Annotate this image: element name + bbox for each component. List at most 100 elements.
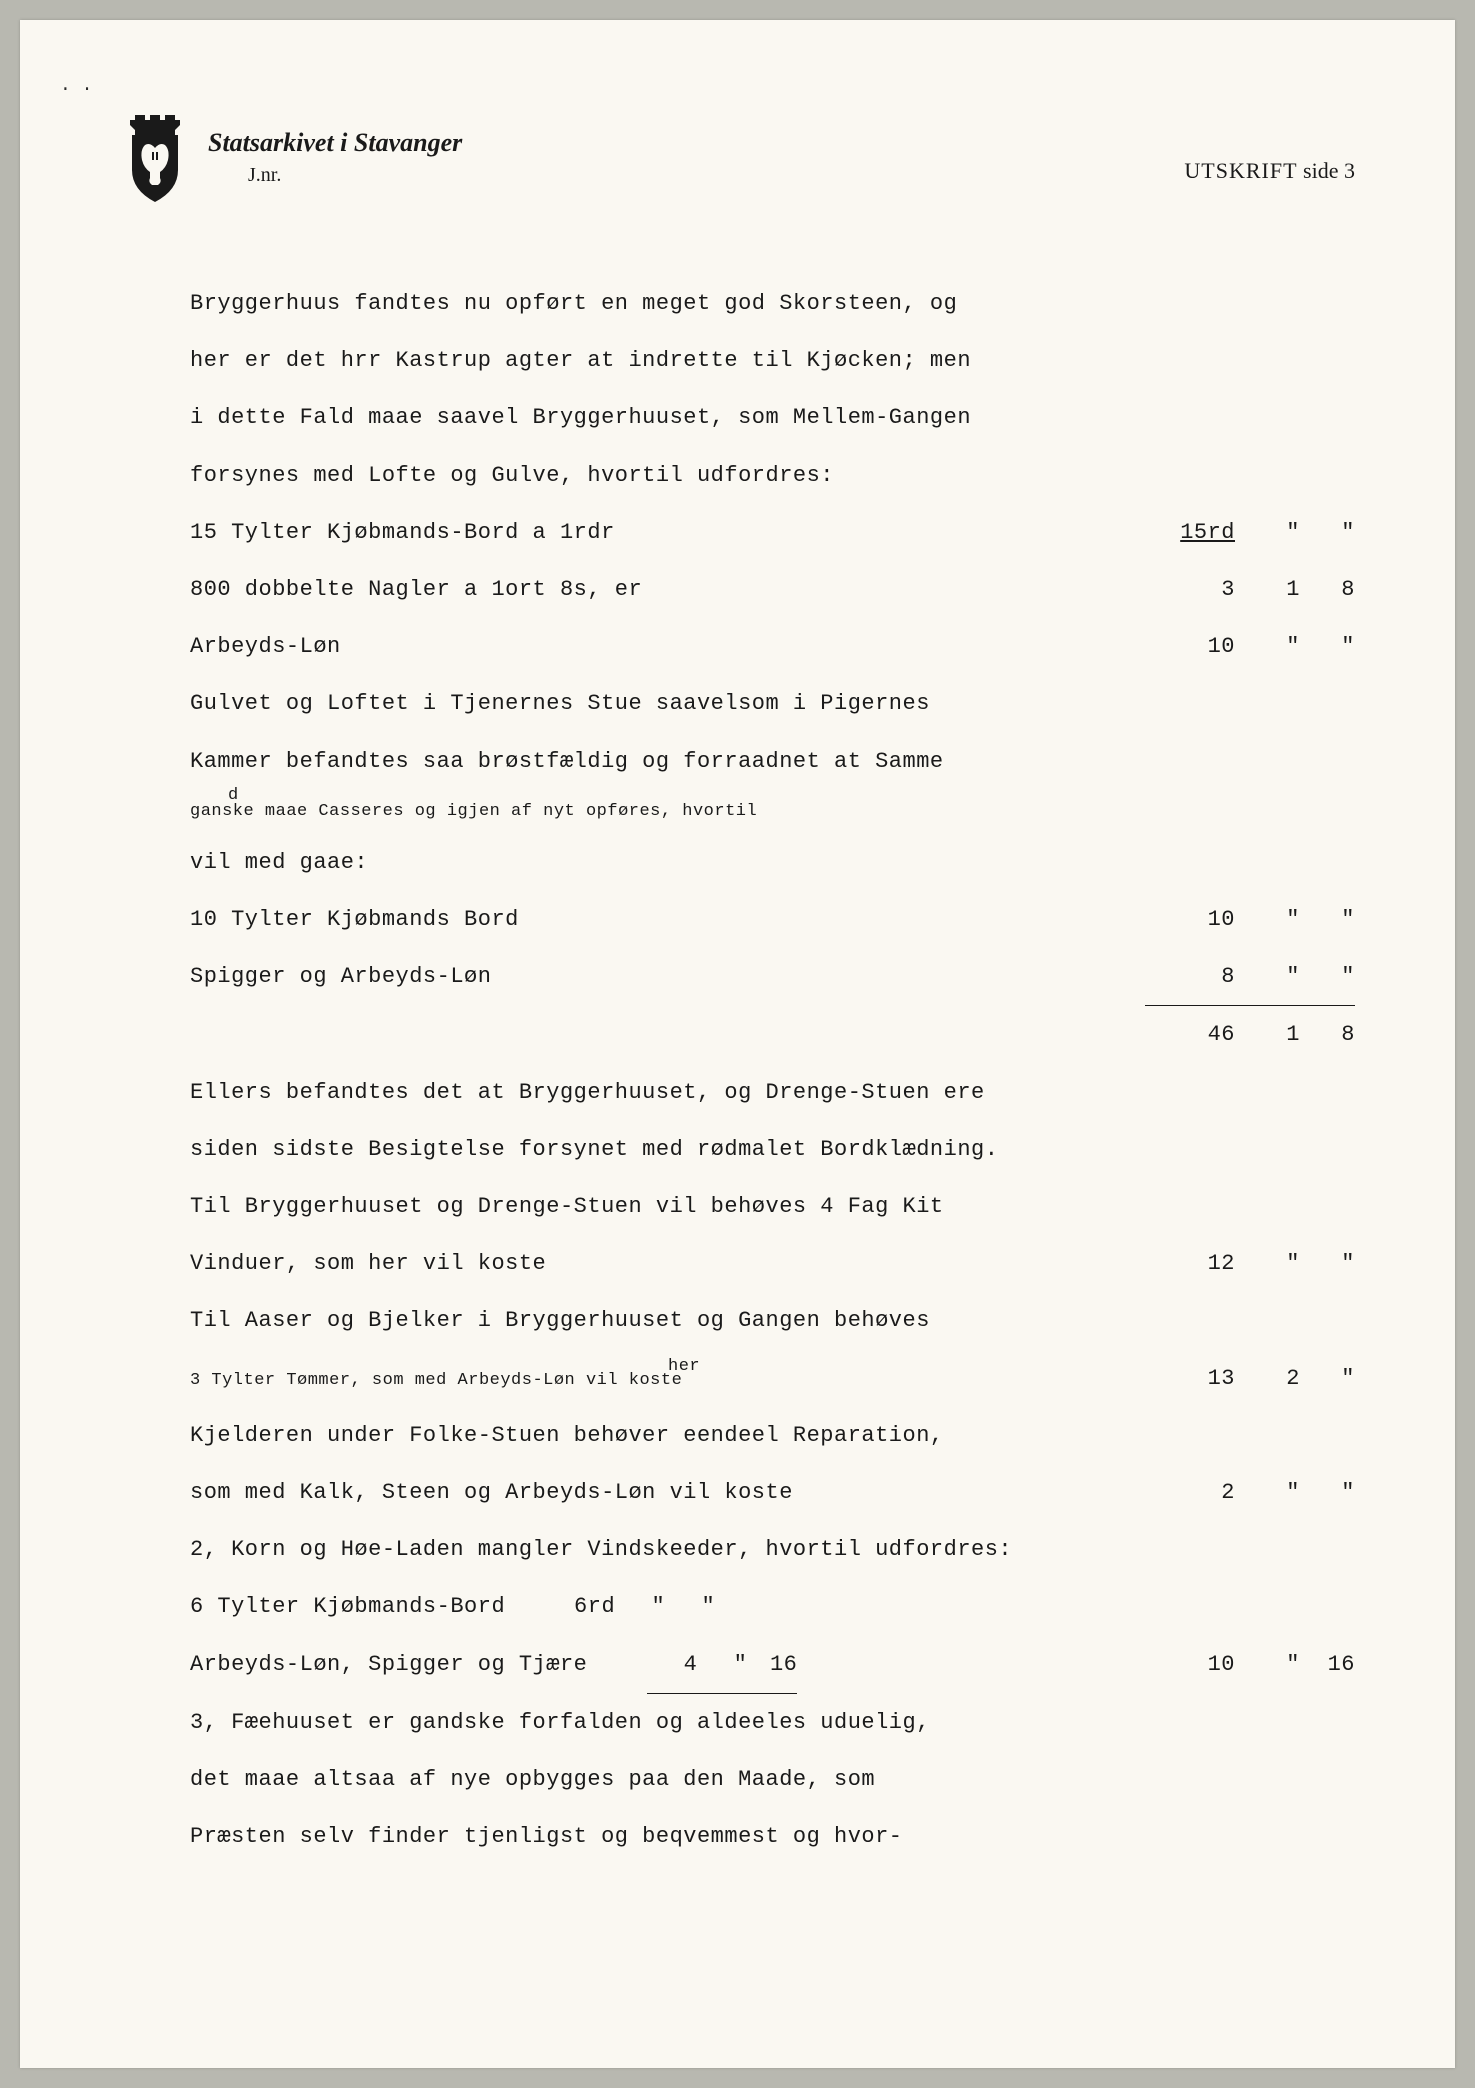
amount-col-1: 13 <box>1145 1350 1235 1407</box>
line-text: det maae altsaa af nye opbygges paa den … <box>190 1751 1355 1808</box>
line-text: Kjelderen under Folke-Stuen behøver eend… <box>190 1407 1355 1464</box>
journal-number-label: J.nr. <box>248 164 462 187</box>
sum-col-2: 1 <box>1235 1006 1300 1063</box>
line-text: her er det hrr Kastrup agter at indrette… <box>190 332 1355 389</box>
line-text: Til Bryggerhuuset og Drenge-Stuen vil be… <box>190 1178 1355 1235</box>
amount-col-1: 8 <box>1145 948 1235 1006</box>
content-line: Præsten selv finder tjenligst og beqvemm… <box>190 1808 1355 1865</box>
line-text: ganske maae Casseres og igjen af nyt opf… <box>190 790 1355 834</box>
line-text: 3 Tylter Tømmer, som med Arbeyds-Løn vil… <box>190 1359 1145 1403</box>
corner-mark: · · <box>60 80 92 100</box>
amount-col-2: " <box>1235 504 1300 561</box>
content-line: 800 dobbelte Nagler a 1ort 8s, er318 <box>190 561 1355 618</box>
line-text: vil med gaae: <box>190 834 1355 891</box>
line-text: forsynes med Lofte og Gulve, hvortil udf… <box>190 447 1355 504</box>
line-text: siden sidste Besigtelse forsynet med rød… <box>190 1121 1355 1178</box>
content-line: Vinduer, som her vil koste12"" <box>190 1235 1355 1292</box>
page-header: Statsarkivet i Stavanger J.nr. UTSKRIFT … <box>120 110 1355 205</box>
page-number: 3 <box>1344 158 1355 183</box>
amount-col-3: 8 <box>1300 561 1355 618</box>
content-line: Ellers befandtes det at Bryggerhuuset, o… <box>190 1064 1355 1121</box>
content-line: 4618 <box>190 1006 1355 1063</box>
content-line: 3 Tylter Tømmer, som med Arbeyds-Løn vil… <box>190 1350 1355 1407</box>
amount-col-3: 16 <box>1300 1636 1355 1693</box>
sum-col-1: 46 <box>1145 1006 1235 1063</box>
line-text: 15 Tylter Kjøbmands-Bord a 1rdr <box>190 504 1145 561</box>
content-line: siden sidste Besigtelse forsynet med rød… <box>190 1121 1355 1178</box>
amount-col-2: " <box>1235 1636 1300 1693</box>
handwritten-annotation: d <box>228 774 239 818</box>
sum-col-3: 8 <box>1300 1006 1355 1063</box>
amount-col-1: 2 <box>1145 1464 1235 1521</box>
amount-col-2: " <box>1235 618 1300 675</box>
content-line: det maae altsaa af nye opbygges paa den … <box>190 1751 1355 1808</box>
content-line: 2, Korn og Høe-Laden mangler Vindskeeder… <box>190 1521 1355 1578</box>
amount-col-3: " <box>1300 618 1355 675</box>
content-line: her er det hrr Kastrup agter at indrette… <box>190 332 1355 389</box>
amount-col-1: 10 <box>1145 891 1235 948</box>
document-content: Bryggerhuus fandtes nu opført en meget g… <box>190 275 1355 1865</box>
amount-col-3: " <box>1300 1350 1355 1407</box>
header-left: Statsarkivet i Stavanger J.nr. <box>120 110 462 205</box>
line-text: i dette Fald maae saavel Bryggerhuuset, … <box>190 389 1355 446</box>
content-line: 6 Tylter Kjøbmands-Bord6rd"" <box>190 1578 1355 1635</box>
amount-col-3: " <box>1300 1464 1355 1521</box>
amount-col-3: " <box>1300 891 1355 948</box>
content-line: 15 Tylter Kjøbmands-Bord a 1rdr15rd"" <box>190 504 1355 561</box>
amount-col-1: 10 <box>1145 1636 1235 1693</box>
content-line: Spigger og Arbeyds-Løn8"" <box>190 948 1355 1006</box>
content-line: Bryggerhuus fandtes nu opført en meget g… <box>190 275 1355 332</box>
content-line: Arbeyds-Løn10"" <box>190 618 1355 675</box>
content-line: 3, Fæehuuset er gandske forfalden og ald… <box>190 1694 1355 1751</box>
line-text: Arbeyds-Løn <box>190 618 1145 675</box>
document-page: · · Statsarkivet i Stavanger J.nr. UTSKR… <box>20 20 1455 2068</box>
side-label: side <box>1303 158 1338 183</box>
handwritten-annotation: her <box>668 1345 700 1389</box>
line-text: Gulvet og Loftet i Tjenernes Stue saavel… <box>190 675 1355 732</box>
line-text: Kammer befandtes saa brøstfældig og forr… <box>190 733 1355 790</box>
content-line: i dette Fald maae saavel Bryggerhuuset, … <box>190 389 1355 446</box>
line-text: 800 dobbelte Nagler a 1ort 8s, er <box>190 561 1145 618</box>
content-line: Kammer befandtes saa brøstfældig og forr… <box>190 733 1355 790</box>
amount-col-2: " <box>1235 891 1300 948</box>
content-line: forsynes med Lofte og Gulve, hvortil udf… <box>190 447 1355 504</box>
line-text: som med Kalk, Steen og Arbeyds-Løn vil k… <box>190 1464 1145 1521</box>
amount-col-3: " <box>1300 948 1355 1006</box>
amount-col-2: " <box>1235 1235 1300 1292</box>
header-right: UTSKRIFT side 3 <box>1184 110 1355 184</box>
line-text: 10 Tylter Kjøbmands Bord <box>190 891 1145 948</box>
utskrift-label: UTSKRIFT <box>1184 158 1297 183</box>
content-line: vil med gaae: <box>190 834 1355 891</box>
amount-col-1: 10 <box>1145 618 1235 675</box>
archive-title: Statsarkivet i Stavanger <box>208 128 462 158</box>
line-text: 6 Tylter Kjøbmands-Bord6rd"" <box>190 1578 1355 1635</box>
line-text: Til Aaser og Bjelker i Bryggerhuuset og … <box>190 1292 1355 1349</box>
content-line: Kjelderen under Folke-Stuen behøver eend… <box>190 1407 1355 1464</box>
content-line: Til Aaser og Bjelker i Bryggerhuuset og … <box>190 1292 1355 1349</box>
amount-col-2: " <box>1235 1464 1300 1521</box>
amount-col-1: 12 <box>1145 1235 1235 1292</box>
content-line: Til Bryggerhuuset og Drenge-Stuen vil be… <box>190 1178 1355 1235</box>
content-line: ganske maae Casseres og igjen af nyt opf… <box>190 790 1355 834</box>
inline-amounts: 6rd"" <box>565 1578 715 1635</box>
content-line: som med Kalk, Steen og Arbeyds-Løn vil k… <box>190 1464 1355 1521</box>
content-line: 10 Tylter Kjøbmands Bord10"" <box>190 891 1355 948</box>
line-text: 3, Fæehuuset er gandske forfalden og ald… <box>190 1694 1355 1751</box>
amount-col-3: " <box>1300 504 1355 561</box>
title-block: Statsarkivet i Stavanger J.nr. <box>208 110 462 187</box>
coat-of-arms-icon <box>120 110 190 205</box>
amount-col-1: 3 <box>1145 561 1235 618</box>
amount-col-2: 1 <box>1235 561 1300 618</box>
amount-col-3: " <box>1300 1235 1355 1292</box>
content-line: Gulvet og Loftet i Tjenernes Stue saavel… <box>190 675 1355 732</box>
line-text: Spigger og Arbeyds-Løn <box>190 948 1145 1005</box>
line-text: Bryggerhuus fandtes nu opført en meget g… <box>190 275 1355 332</box>
line-text: Ellers befandtes det at Bryggerhuuset, o… <box>190 1064 1355 1121</box>
amount-col-2: 2 <box>1235 1350 1300 1407</box>
line-text: Præsten selv finder tjenligst og beqvemm… <box>190 1808 1355 1865</box>
amount-col-2: " <box>1235 948 1300 1006</box>
inline-amounts: 4"16 <box>647 1636 797 1694</box>
content-line: Arbeyds-Løn, Spigger og Tjære4"1610"16 <box>190 1636 1355 1694</box>
line-text: Arbeyds-Løn, Spigger og Tjære4"16 <box>190 1636 1145 1694</box>
amount-col-1: 15rd <box>1145 504 1235 561</box>
